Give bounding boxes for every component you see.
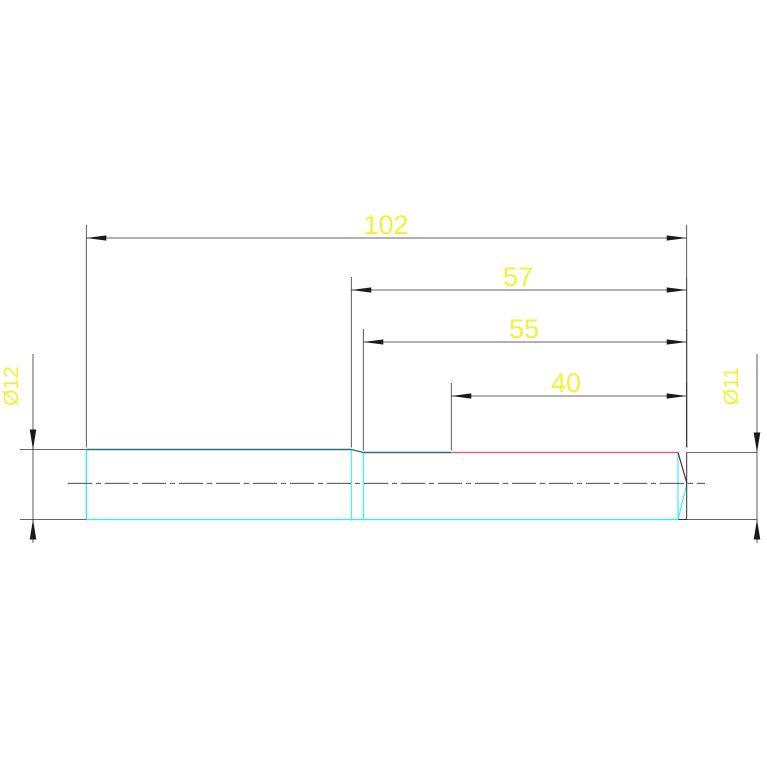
svg-text:Ø11: Ø11 bbox=[720, 367, 743, 405]
svg-text:55: 55 bbox=[509, 314, 539, 344]
svg-text:Ø12: Ø12 bbox=[0, 366, 23, 406]
svg-text:57: 57 bbox=[503, 262, 533, 292]
svg-text:40: 40 bbox=[551, 368, 581, 398]
svg-text:102: 102 bbox=[363, 210, 408, 240]
